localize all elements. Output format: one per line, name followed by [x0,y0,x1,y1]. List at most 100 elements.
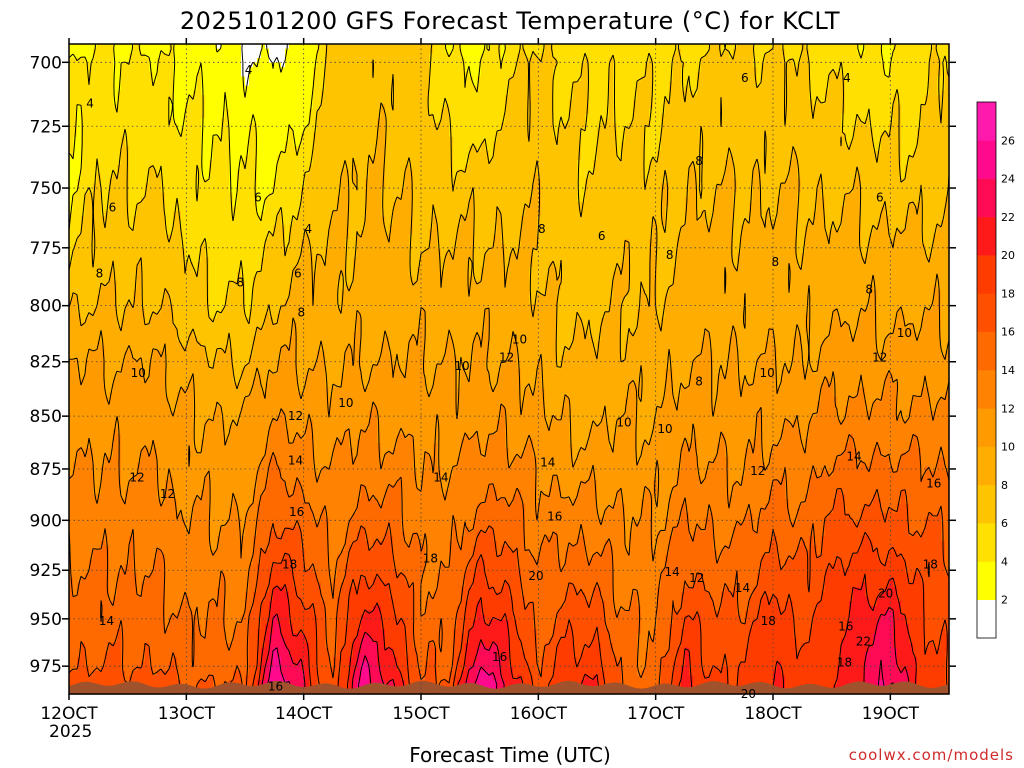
field-cell [761,104,766,109]
field-cell [201,77,206,82]
field-cell [593,114,598,119]
field-cell [825,104,830,109]
field-cell [729,63,734,68]
field-cell [913,114,918,119]
field-cell [405,90,410,95]
field-cell [797,90,802,95]
field-cell [609,72,614,77]
field-cell [725,67,730,72]
field-cell [177,72,182,77]
field-cell [305,95,310,100]
field-cell [177,86,182,91]
field-cell [225,81,230,86]
field-cell [329,95,334,100]
field-cell [841,44,846,49]
field-cell [161,104,166,109]
field-cell [201,81,206,86]
field-cell [929,77,934,82]
field-cell [397,53,402,58]
field-cell [933,90,938,95]
field-cell [397,100,402,105]
field-cell [361,67,366,72]
field-cell [209,77,214,82]
field-cell [333,63,338,68]
field-cell [217,123,222,128]
field-cell [545,72,550,77]
field-cell [617,104,622,109]
field-cell [793,81,798,86]
field-cell [813,81,818,86]
field-cell [357,53,362,58]
field-cell [601,86,606,91]
field-cell [113,114,118,119]
field-cell [269,90,274,95]
field-cell [433,49,438,54]
field-cell [929,114,934,119]
field-cell [545,90,550,95]
field-cell [269,72,274,77]
field-cell [921,109,926,114]
field-cell [537,44,542,49]
field-cell [141,128,146,133]
field-cell [757,53,762,58]
field-cell [793,77,798,82]
field-cell [189,77,194,82]
field-cell [629,90,634,95]
field-cell [125,118,130,123]
field-cell [573,100,578,105]
field-cell [405,100,410,105]
field-cell [925,118,930,123]
field-cell [761,109,766,114]
field-cell [661,72,666,77]
field-cell [757,90,762,95]
field-cell [681,81,686,86]
field-cell [421,123,426,128]
field-cell [677,81,682,86]
field-cell [533,95,538,100]
field-cell [697,90,702,95]
field-cell [657,72,662,77]
field-cell [509,90,514,95]
field-cell [749,104,754,109]
field-cell [869,100,874,105]
field-cell [849,86,854,91]
field-cell [413,63,418,68]
field-cell [765,72,770,77]
field-cell [793,109,798,114]
field-cell [257,100,262,105]
field-cell [485,95,490,100]
field-cell [445,81,450,86]
field-cell [405,67,410,72]
field-cell [593,104,598,109]
field-cell [453,104,458,109]
field-cell [125,104,130,109]
field-cell [657,123,662,128]
field-cell [145,128,150,133]
field-cell [101,95,106,100]
field-cell [709,95,714,100]
field-cell [713,95,718,100]
field-cell [741,118,746,123]
field-cell [493,86,498,91]
field-cell [293,100,298,105]
field-cell [261,114,266,119]
field-cell [401,123,406,128]
field-cell [185,49,190,54]
field-cell [709,77,714,82]
field-cell [585,86,590,91]
field-cell [821,118,826,123]
field-cell [937,44,942,49]
field-cell [257,114,262,119]
field-cell [745,86,750,91]
field-cell [933,114,938,119]
field-cell [621,104,626,109]
field-cell [621,53,626,58]
field-cell [793,100,798,105]
field-cell [589,95,594,100]
field-cell [237,77,242,82]
field-cell [517,81,522,86]
field-cell [385,86,390,91]
field-cell [705,118,710,123]
field-cell [681,123,686,128]
field-cell [749,72,754,77]
